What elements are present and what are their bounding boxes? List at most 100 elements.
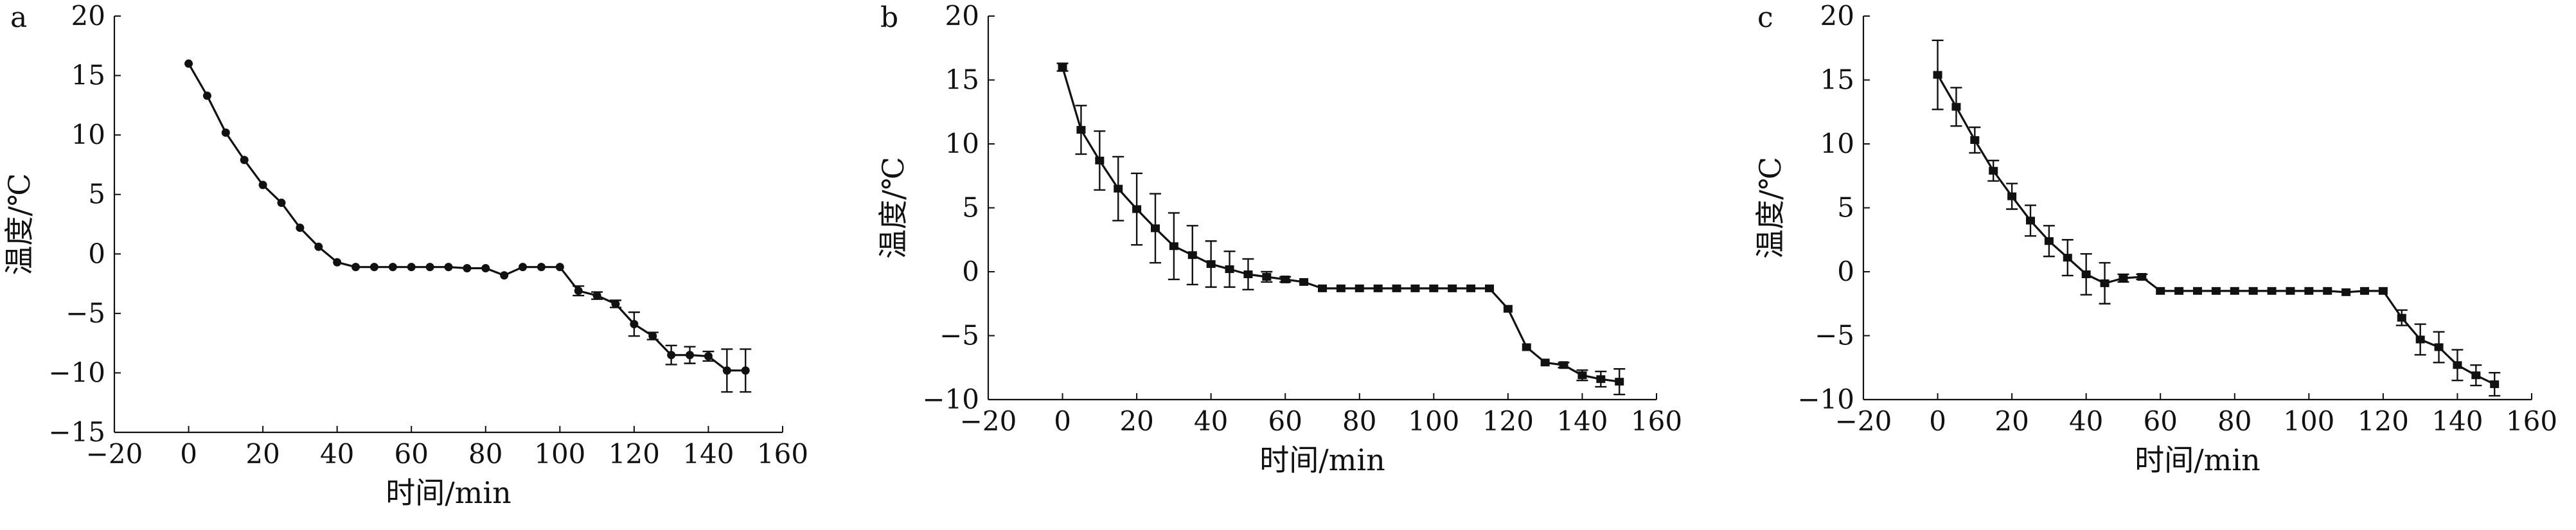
data-point [1262, 272, 1272, 281]
data-point [221, 128, 230, 137]
x-tick-label: 0 [180, 438, 197, 470]
data-point [1243, 270, 1253, 278]
data-point [2211, 287, 2221, 295]
data-point [2360, 287, 2369, 295]
data-point [611, 299, 620, 308]
y-tick-label: −10 [48, 357, 105, 388]
y-axis-label: 温度/℃ [1753, 157, 1788, 259]
data-point [1466, 284, 1476, 292]
series-line [1937, 74, 2495, 385]
data-point [686, 351, 695, 360]
data-point [1540, 358, 1550, 367]
y-tick-label: 20 [945, 0, 979, 31]
x-tick-label: −20 [86, 438, 143, 470]
data-point [2081, 270, 2091, 278]
data-point [574, 287, 583, 296]
data-point [2323, 287, 2332, 295]
data-point [2453, 361, 2462, 369]
data-point [667, 351, 676, 360]
y-tick-label: −5 [66, 297, 105, 329]
data-point [1989, 166, 1998, 175]
data-point [2434, 343, 2444, 351]
data-point [519, 263, 528, 272]
y-tick-label: 10 [1820, 128, 1854, 159]
data-point [333, 258, 342, 267]
x-axis-label: 时间/min [1259, 443, 1385, 477]
data-point [481, 264, 490, 273]
y-tick-label: 20 [1820, 0, 1854, 31]
data-point [1392, 284, 1401, 292]
data-point [1596, 375, 1606, 384]
data-point [2026, 216, 2035, 225]
data-point [1187, 251, 1197, 260]
x-axis-label: 时间/min [386, 475, 511, 510]
data-point [741, 366, 750, 375]
data-point [2248, 287, 2258, 295]
data-point [2119, 274, 2128, 282]
data-point [2415, 335, 2425, 344]
data-point [1970, 136, 1980, 145]
x-tick-label: 160 [1631, 405, 1682, 437]
series-line [188, 63, 746, 372]
data-point [388, 263, 397, 272]
data-point [2063, 254, 2072, 262]
data-point [1448, 284, 1457, 292]
data-point [1299, 278, 1309, 286]
data-point [1410, 284, 1420, 292]
data-point [369, 263, 378, 272]
x-tick-label: 80 [1342, 405, 1376, 437]
y-tick-label: 5 [88, 179, 105, 210]
data-point [2378, 287, 2388, 295]
y-tick-label: 10 [945, 128, 979, 159]
x-tick-label: −20 [960, 405, 1017, 437]
data-point [1058, 63, 1067, 71]
data-point [1169, 242, 1178, 251]
panel-b: −10 −5 0 5 10 15 20 −20 0 20 40 60 80 100 120 140 160 b 时间… [876, 0, 1682, 477]
data-point [1951, 103, 1961, 111]
data-point [2007, 192, 2017, 200]
data-point [630, 320, 639, 329]
x-axis-label: 时间/min [2135, 443, 2260, 477]
x-tick-label: 60 [1268, 405, 1302, 437]
data-point [500, 271, 509, 280]
x-tick-label: 100 [534, 438, 585, 470]
y-tick-label: 15 [1820, 64, 1854, 96]
x-tick-label: 60 [2143, 405, 2177, 437]
data-point [296, 224, 305, 233]
data-point [2156, 287, 2165, 295]
y-axis-label: 温度/℃ [876, 157, 910, 259]
data-point [2490, 380, 2500, 389]
x-tick-label: 40 [2069, 405, 2103, 437]
x-tick-label: 60 [394, 438, 428, 470]
data-point [314, 242, 323, 251]
x-tick-label: 100 [1408, 405, 1459, 437]
y-tick-label: −10 [922, 384, 979, 415]
x-tick-label: −20 [1835, 405, 1892, 437]
x-tick-label: 80 [2217, 405, 2252, 437]
data-point [184, 59, 193, 68]
x-tick-label: 20 [1119, 405, 1153, 437]
data-point [407, 263, 416, 272]
data-point [555, 263, 564, 272]
x-tick-label: 40 [1194, 405, 1228, 437]
data-point [2174, 287, 2184, 295]
data-point [258, 181, 267, 190]
y-tick-label: −5 [939, 320, 979, 351]
data-point [1151, 224, 1160, 233]
data-point [1559, 361, 1568, 369]
y-tick-label: 0 [1837, 256, 1854, 287]
data-point [2137, 272, 2147, 281]
data-point [277, 199, 286, 208]
x-tick-label: 80 [468, 438, 502, 470]
data-point [592, 291, 601, 300]
data-point [2341, 288, 2351, 296]
x-tick-label: 20 [1994, 405, 2029, 437]
x-tick-label: 120 [608, 438, 660, 470]
y-tick-label: −15 [48, 416, 105, 448]
data-point [2397, 314, 2406, 322]
data-point [1318, 284, 1327, 292]
data-point [351, 263, 360, 272]
data-point [1429, 284, 1439, 292]
